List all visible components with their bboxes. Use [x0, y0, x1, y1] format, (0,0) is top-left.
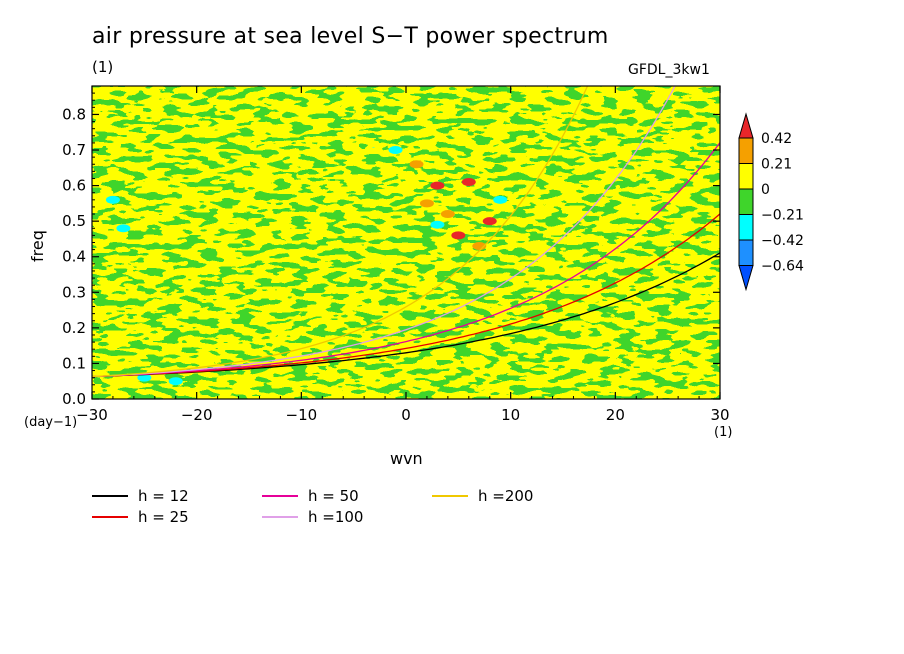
dispersion-curve	[92, 86, 676, 378]
spectrum-patch	[168, 377, 183, 386]
spectrum-patch	[419, 199, 434, 208]
chart-title: air pressure at sea level S−T power spec…	[92, 24, 609, 49]
spectrum-patch	[493, 195, 508, 204]
x-tick-label: −20	[181, 406, 213, 424]
x-tick-label: 10	[501, 406, 520, 424]
y-tick-label: 0.0	[62, 390, 86, 408]
y-tick-label: 0.3	[62, 283, 86, 301]
spectrum-patch	[430, 220, 445, 229]
y-tick-label: 0.1	[62, 354, 86, 372]
colorbar-label: 0.21	[761, 157, 792, 173]
legend-item: h =100	[262, 508, 363, 526]
y-tick-label: 0.6	[62, 177, 86, 195]
colorbar-segment	[738, 214, 754, 241]
model-label: GFDL_3kw1	[628, 62, 710, 78]
y-tick-label: 0.4	[62, 248, 86, 266]
legend-item: h = 25	[92, 508, 189, 526]
y-tick-label: 0.7	[62, 141, 86, 159]
spectrum-patch	[482, 217, 497, 226]
colorbar-segment	[738, 239, 754, 266]
y-tick-label: 0.8	[62, 105, 86, 123]
spectrum-patch	[105, 195, 120, 204]
y-tick-label: 0.2	[62, 319, 86, 337]
colorbar-label: 0	[761, 182, 770, 198]
legend-label: h = 25	[138, 508, 189, 526]
spectrum-patch	[388, 146, 403, 155]
spectrum-patch	[137, 373, 152, 382]
x-tick-label: −10	[286, 406, 318, 424]
colorbar-segment	[738, 188, 754, 215]
power-field	[92, 86, 720, 399]
x-tick-label: 30	[710, 406, 729, 424]
legend-label: h =200	[478, 487, 534, 505]
legend-label: h =100	[308, 508, 364, 526]
spectrum-patch	[116, 224, 131, 233]
y-tick-label: 0.5	[62, 212, 86, 230]
legend-swatch	[262, 516, 298, 518]
colorbar-top-arrow	[738, 112, 754, 139]
colorbar-label: 0.42	[761, 131, 792, 147]
legend-swatch	[92, 516, 128, 518]
legend-item: h =200	[432, 487, 533, 505]
dispersion-curve	[92, 213, 720, 378]
x-unit-label: (1)	[714, 425, 733, 440]
units-label: (1)	[92, 58, 114, 76]
spectrum-patch	[451, 231, 466, 240]
dispersion-curve	[92, 86, 589, 378]
colorbar-segment	[738, 137, 754, 164]
x-tick-label: −30	[76, 406, 108, 424]
x-tick-label: 20	[606, 406, 625, 424]
colorbar-label: −0.64	[761, 259, 804, 275]
spectrum-patch	[409, 160, 424, 169]
legend-swatch	[262, 495, 298, 497]
legend-item: h = 12	[92, 487, 189, 505]
spectrum-patch	[440, 210, 455, 219]
y-unit-label: (day−1)	[24, 415, 78, 430]
legend-label: h = 50	[308, 487, 359, 505]
dispersion-curve	[92, 142, 720, 378]
legend-item: h = 50	[262, 487, 359, 505]
colorbar-label: −0.42	[761, 233, 804, 249]
colorbar-bottom-arrow	[738, 265, 754, 292]
legend-swatch	[92, 495, 128, 497]
x-tick-label: 0	[401, 406, 411, 424]
colorbar-segment	[738, 163, 754, 190]
legend-swatch	[432, 495, 468, 497]
legend-label: h = 12	[138, 487, 189, 505]
spectrum-patch	[430, 181, 445, 190]
colorbar-label: −0.21	[761, 208, 804, 224]
y-axis-label: freq	[28, 230, 47, 262]
x-axis-label: wvn	[390, 449, 423, 468]
spectrum-patch	[461, 178, 476, 187]
